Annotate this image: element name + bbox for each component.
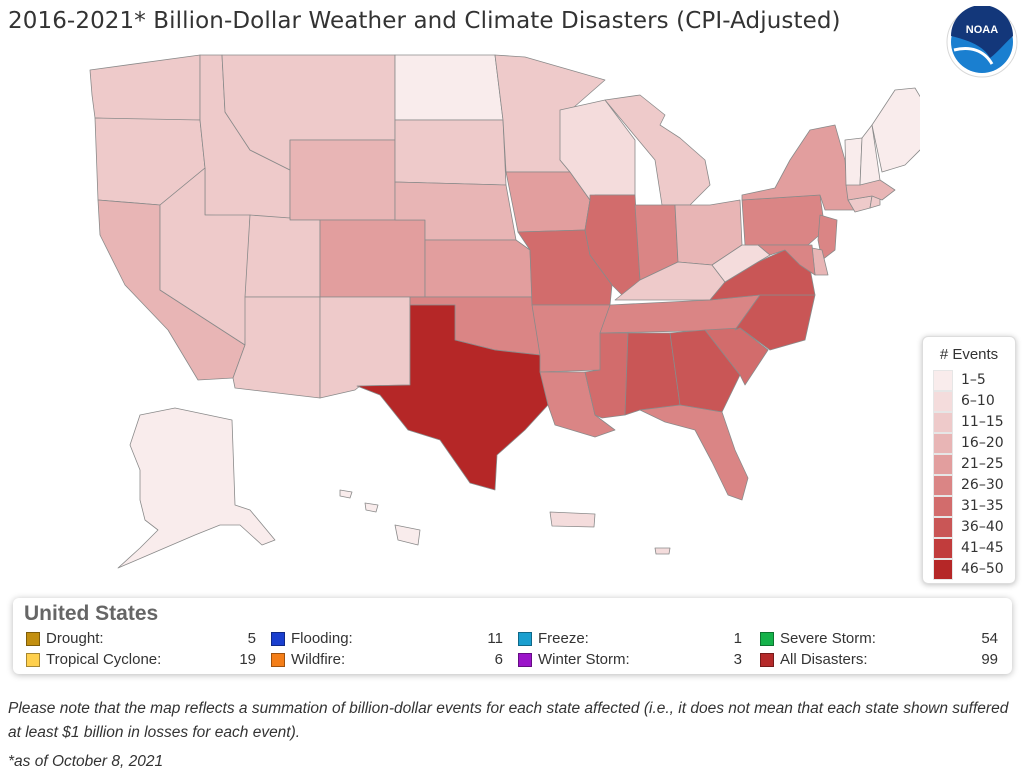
legend-item: 16–20 <box>933 433 1009 454</box>
legend-label: 11–15 <box>961 414 1004 430</box>
legend-swatch <box>933 559 953 580</box>
state-TN[interactable] <box>599 294 761 334</box>
legend-item: 31–35 <box>933 496 1009 517</box>
noaa-logo-icon: NOAA <box>946 6 1018 78</box>
disaster-type-swatch <box>760 632 774 646</box>
state-WA[interactable] <box>89 54 201 121</box>
disaster-type-swatch <box>271 632 285 646</box>
state-WY[interactable] <box>289 139 396 221</box>
state-AK[interactable] <box>117 407 276 569</box>
legend-item: 6–10 <box>933 391 1009 412</box>
legend-item: 26–30 <box>933 475 1009 496</box>
footnote: Please note that the map reflects a summ… <box>8 700 1009 741</box>
disaster-type-row: Wildfire: 6 <box>271 651 503 669</box>
disaster-type-swatch <box>518 653 532 667</box>
disaster-type-swatch <box>271 653 285 667</box>
state-TX[interactable] <box>356 304 549 491</box>
legend-swatch <box>933 412 953 433</box>
state-ME[interactable] <box>871 87 920 173</box>
legend-label: 16–20 <box>961 435 1004 451</box>
state-NJ[interactable] <box>817 214 838 261</box>
disaster-type-row: Flooding: 11 <box>271 630 503 648</box>
state-GA[interactable] <box>669 329 741 413</box>
state-PA[interactable] <box>741 194 826 246</box>
disaster-type-count: 19 <box>239 651 256 668</box>
disaster-type-row: Drought: 5 <box>26 630 256 648</box>
state-MI[interactable] <box>604 94 711 206</box>
disaster-type-name: Wildfire: <box>291 651 346 668</box>
noaa-logo-text: NOAA <box>966 24 998 36</box>
legend-swatch <box>933 391 953 412</box>
disaster-type-row: Tropical Cyclone: 19 <box>26 651 256 669</box>
legend-item: 11–15 <box>933 412 1009 433</box>
legend-swatch <box>933 517 953 538</box>
disaster-type-count: 54 <box>981 630 998 647</box>
legend-label: 1–5 <box>961 372 986 388</box>
state-HI[interactable] <box>339 489 421 546</box>
disaster-type-row: Severe Storm: 54 <box>760 630 998 648</box>
disaster-type-count: 11 <box>487 630 503 647</box>
disaster-type-count: 99 <box>981 651 998 668</box>
state-PR[interactable] <box>549 511 671 555</box>
disaster-type-swatch <box>26 632 40 646</box>
map-legend: # Events 1–5 6–10 11–15 16–20 21–25 26–30 31–3… <box>922 336 1016 584</box>
disaster-type-row: Freeze: 1 <box>518 630 742 648</box>
legend-label: 26–30 <box>961 477 1004 493</box>
legend-label: 36–40 <box>961 519 1004 535</box>
legend-label: 46–50 <box>961 561 1004 577</box>
legend-item: 46–50 <box>933 559 1009 580</box>
disaster-type-swatch <box>26 653 40 667</box>
disaster-type-name: Flooding: <box>291 630 353 647</box>
disaster-type-name: Winter Storm: <box>538 651 630 668</box>
state-FL[interactable] <box>639 404 749 501</box>
us-choropleth-map <box>89 54 920 569</box>
disaster-type-row: Winter Storm: 3 <box>518 651 742 669</box>
legend-label: 41–45 <box>961 540 1004 556</box>
state-KS[interactable] <box>424 239 533 298</box>
disaster-type-name: Drought: <box>46 630 104 647</box>
disaster-type-name: Freeze: <box>538 630 589 647</box>
state-AR[interactable] <box>531 304 611 373</box>
legend-label: 6–10 <box>961 393 995 409</box>
state-SD[interactable] <box>394 119 507 186</box>
state-MD[interactable] <box>757 244 816 276</box>
disaster-type-count: 6 <box>494 651 503 668</box>
state-SC[interactable] <box>704 327 769 386</box>
state-VT[interactable] <box>844 137 863 186</box>
summary-region: United States <box>24 602 159 625</box>
disaster-type-swatch <box>760 653 774 667</box>
legend-item: 21–25 <box>933 454 1009 475</box>
legend-item: 41–45 <box>933 538 1009 559</box>
legend-label: 31–35 <box>961 498 1004 514</box>
disaster-type-count: 3 <box>733 651 742 668</box>
disaster-type-name: Severe Storm: <box>780 630 876 647</box>
legend-swatch <box>933 538 953 559</box>
as-of-date: *as of October 8, 2021 <box>8 753 164 770</box>
legend-item: 1–5 <box>933 370 1009 391</box>
disaster-type-count: 5 <box>247 630 256 647</box>
disaster-type-swatch <box>518 632 532 646</box>
legend-title: # Events <box>939 346 999 363</box>
legend-swatch <box>933 433 953 454</box>
disaster-type-row: All Disasters: 99 <box>760 651 998 669</box>
legend-swatch <box>933 496 953 517</box>
disaster-type-name: Tropical Cyclone: <box>46 651 162 668</box>
disaster-type-count: 1 <box>733 630 742 647</box>
legend-swatch <box>933 370 953 391</box>
state-AZ[interactable] <box>232 296 321 399</box>
state-ND[interactable] <box>394 54 504 121</box>
state-CO[interactable] <box>319 219 426 298</box>
legend-swatch <box>933 454 953 475</box>
state-UT[interactable] <box>244 214 321 298</box>
legend-label: 21–25 <box>961 456 1004 472</box>
disaster-type-name: All Disasters: <box>780 651 868 668</box>
legend-item: 36–40 <box>933 517 1009 538</box>
legend-swatch <box>933 475 953 496</box>
summary-panel: United States Drought: 5 Flooding: 11 Freeze… <box>13 598 1012 674</box>
page-title: 2016-2021* Billion-Dollar Weather and Cl… <box>8 8 841 34</box>
state-NH[interactable] <box>859 124 881 186</box>
state-NM[interactable] <box>319 296 411 399</box>
